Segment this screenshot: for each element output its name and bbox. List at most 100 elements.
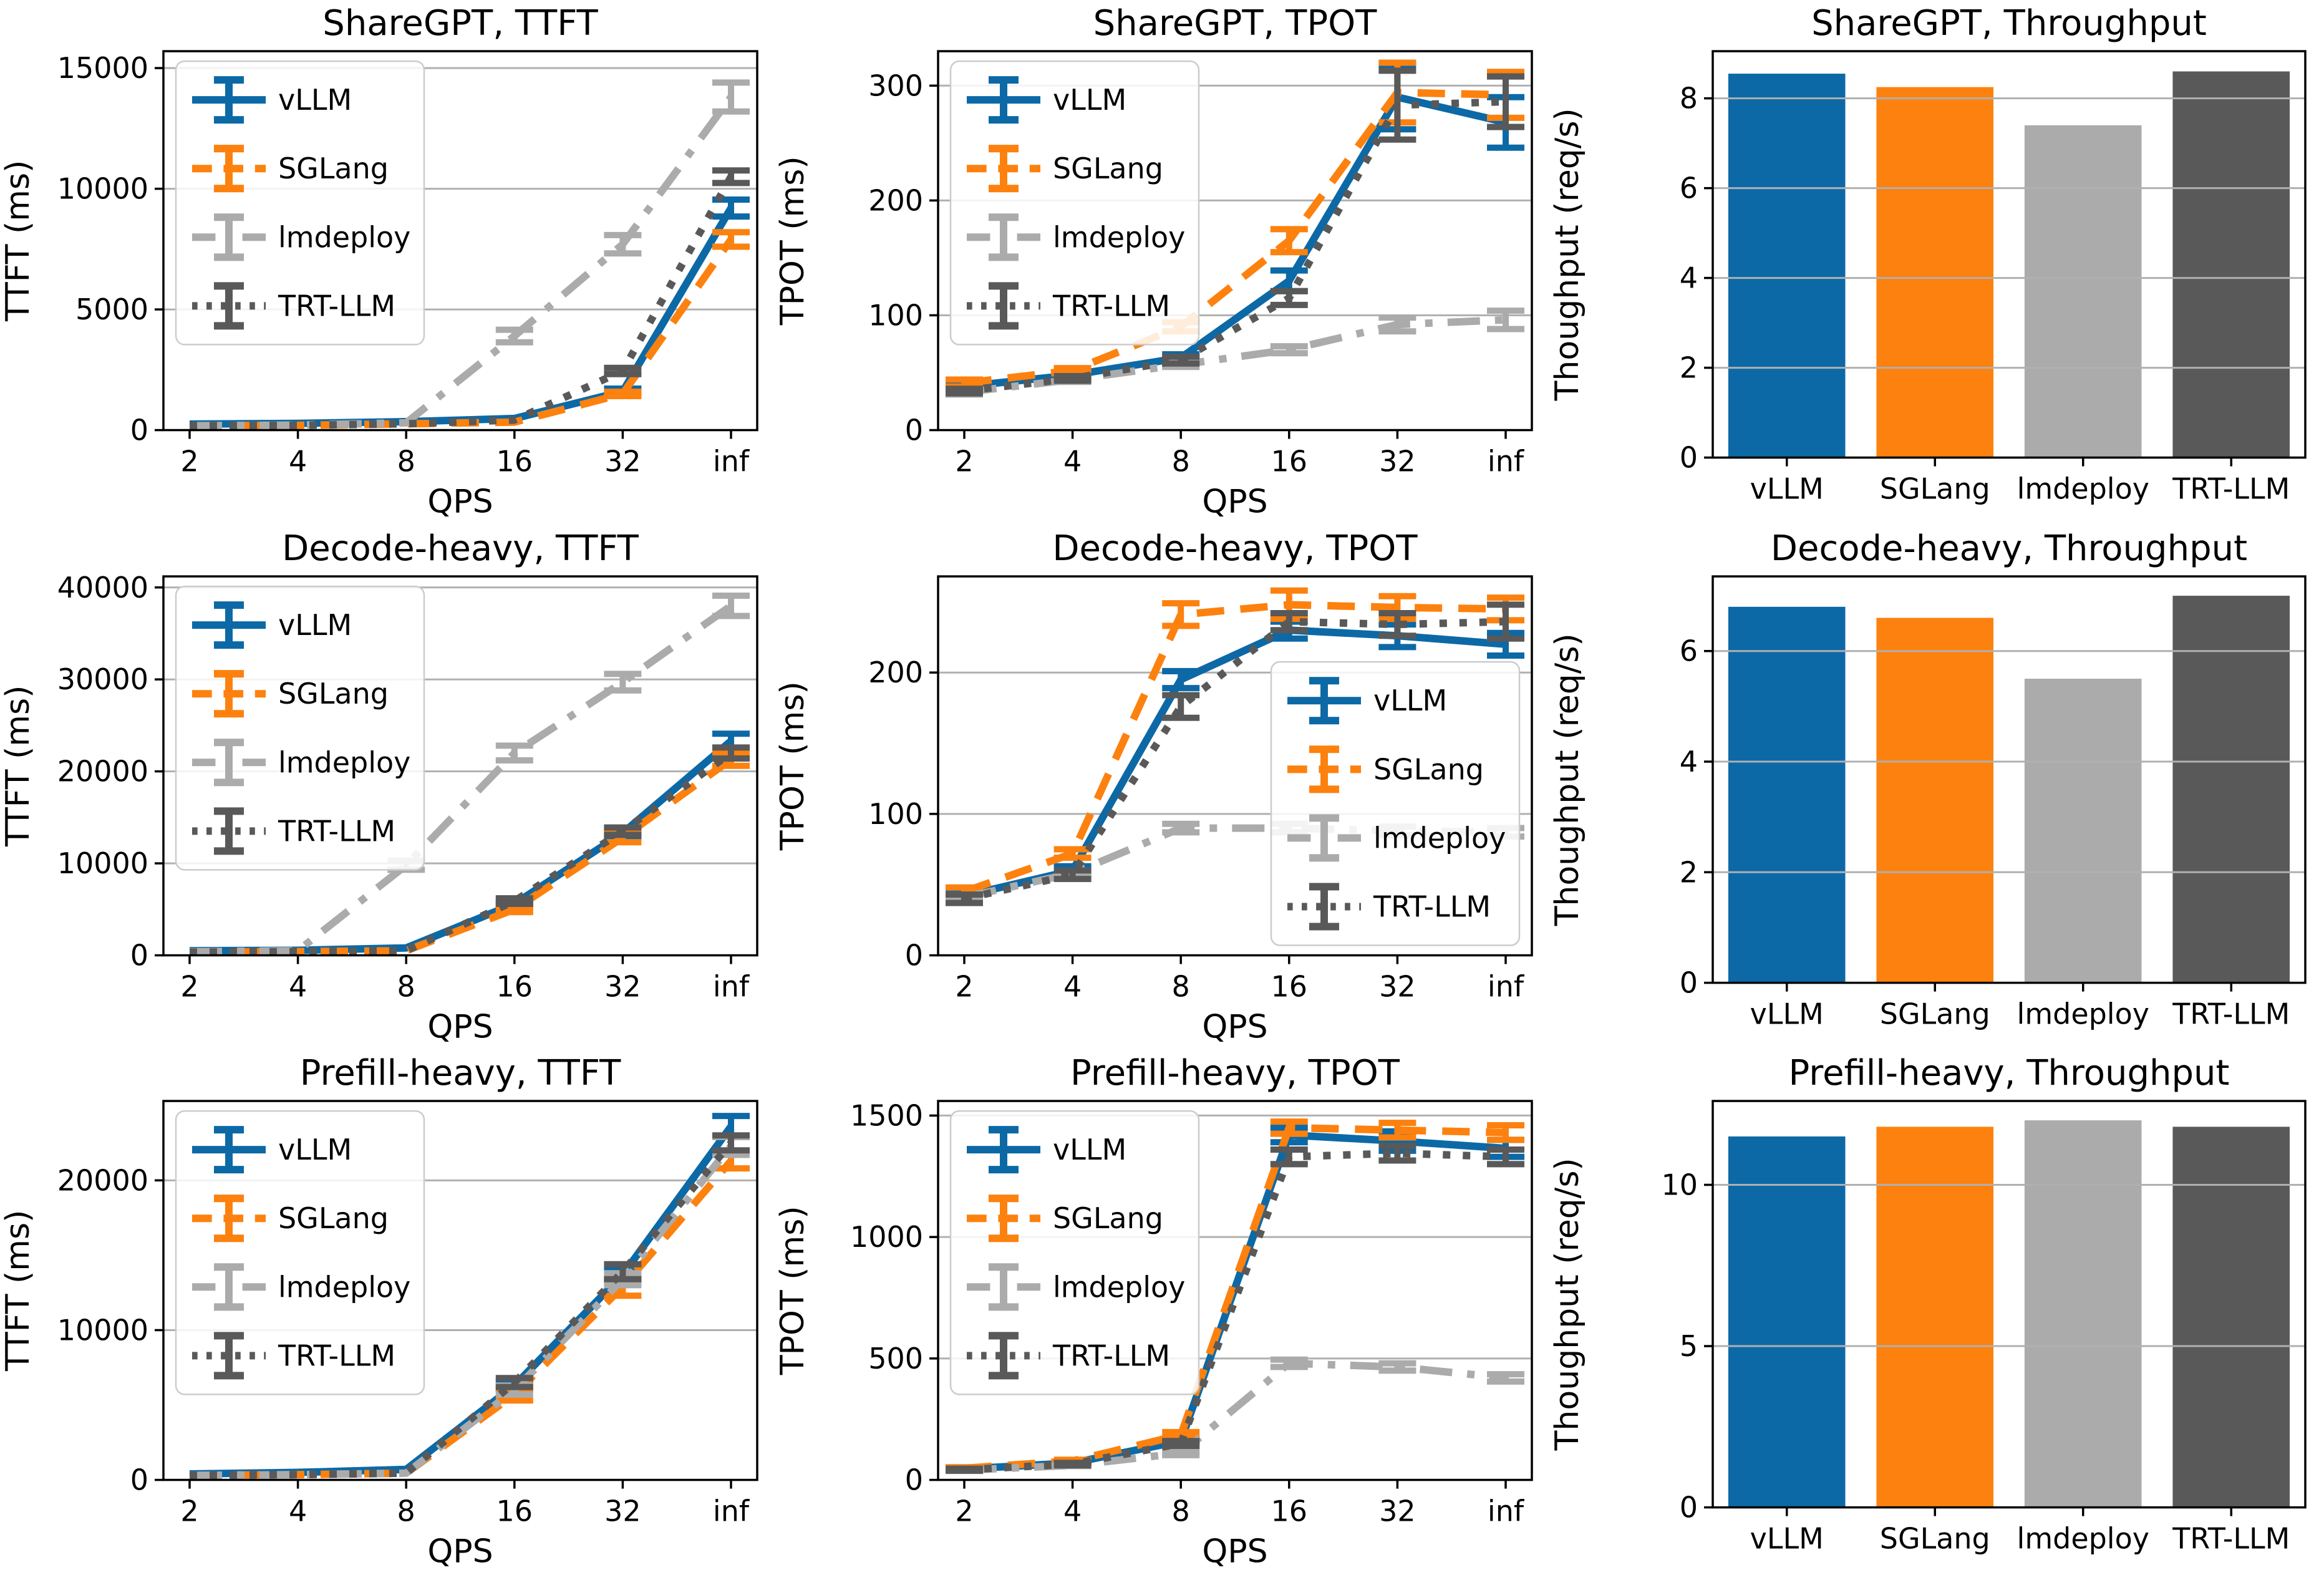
y-tick-label: 2 bbox=[1680, 351, 1698, 385]
chart-title: Decode-heavy, TTFT bbox=[282, 528, 639, 569]
x-tick-label: 16 bbox=[1271, 969, 1308, 1003]
chart-decode-heavy-tpot: 0 100 200 2 4 8 16 32 inf Decode-heavy, TPOT TPOT … bbox=[775, 525, 1549, 1050]
x-tick-label: 4 bbox=[1063, 445, 1082, 478]
legend-label: TRT-LLM bbox=[278, 814, 395, 848]
legend-label: SGLang bbox=[278, 1202, 389, 1236]
x-tick-label: 16 bbox=[496, 445, 533, 478]
y-axis-label: TPOT (ms) bbox=[775, 1206, 811, 1376]
chart-svg-decode-heavy-throughput: 0 2 4 6 vLLM SGLang lmdeploy TRT-LLM Decode-heav… bbox=[1549, 528, 2307, 1030]
x-tick-label: inf bbox=[713, 1495, 750, 1528]
legend: vLLM SGLang lmdeploy TRT-LLM bbox=[175, 585, 425, 871]
line-TRT-LLM bbox=[189, 175, 735, 430]
x-tick-label: SGLang bbox=[1880, 472, 1990, 506]
chart-prefill-heavy-throughput: 0 5 10 vLLM SGLang lmdeploy TRT-LLM Prefill-hea… bbox=[1549, 1050, 2324, 1575]
y-axis-label: TTFT (ms) bbox=[0, 1210, 37, 1372]
chart-svg-sharegpt-throughput: 0 2 4 6 8 vLLM SGLang lmdeploy TRT-LLM ShareGPT, … bbox=[1549, 3, 2307, 506]
series-TRT-LLM bbox=[946, 67, 1524, 397]
y-tick-label: 40000 bbox=[57, 570, 148, 604]
plot-border bbox=[1712, 574, 2307, 984]
y-axis-label: TPOT (ms) bbox=[775, 156, 811, 326]
chart-prefill-heavy-tpot: 0 500 1000 1500 2 4 8 16 32 inf Prefill-heavy, TPO… bbox=[775, 1050, 1549, 1575]
bar-vLLM bbox=[1728, 1136, 1846, 1508]
x-tick-label: 2 bbox=[180, 445, 198, 478]
x-tick-label: inf bbox=[1488, 445, 1525, 478]
x-tick-label: 4 bbox=[289, 969, 307, 1003]
legend: vLLM SGLang lmdeploy TRT-LLM bbox=[1270, 661, 1521, 946]
chart-sharegpt-ttft: 0 5000 10000 15000 2 4 8 16 32 inf ShareGPT, TTFT T… bbox=[0, 0, 775, 525]
x-tick-label: SGLang bbox=[1880, 1522, 1990, 1556]
x-tick-label: 8 bbox=[397, 1495, 415, 1528]
legend-label: lmdeploy bbox=[1373, 821, 1506, 855]
y-tick-label: 10 bbox=[1661, 1168, 1698, 1202]
legend-box bbox=[949, 60, 1200, 346]
line-TRT-LLM bbox=[963, 618, 1506, 903]
x-tick-label: lmdeploy bbox=[2017, 997, 2149, 1030]
y-axis-label: TTFT (ms) bbox=[0, 685, 37, 846]
y-tick-label: 500 bbox=[868, 1342, 923, 1375]
x-tick-label: 32 bbox=[1379, 969, 1416, 1003]
legend-label: TRT-LLM bbox=[278, 1339, 395, 1373]
x-tick-label: 8 bbox=[397, 445, 415, 478]
line-TRT-LLM bbox=[189, 1140, 734, 1480]
y-axis-label: Thoughput (req/s) bbox=[1549, 633, 1586, 926]
legend-label: lmdeploy bbox=[278, 745, 410, 779]
y-tick-label: 20000 bbox=[57, 1164, 148, 1198]
plot-data bbox=[946, 587, 1524, 906]
x-tick-label: 8 bbox=[1172, 1495, 1190, 1528]
x-tick-label: 32 bbox=[604, 445, 641, 478]
legend-label: lmdeploy bbox=[278, 220, 410, 254]
y-tick-label: 6 bbox=[1680, 634, 1698, 667]
y-axis-label: TTFT (ms) bbox=[0, 160, 37, 322]
x-tick-label: SGLang bbox=[1880, 997, 1990, 1030]
series-TRT-LLM bbox=[189, 1132, 750, 1480]
bar-SGLang bbox=[1876, 618, 1993, 983]
x-tick-label: 8 bbox=[1172, 969, 1190, 1003]
chart-title: Prefill-heavy, TTFT bbox=[300, 1053, 621, 1093]
x-tick-label: 4 bbox=[289, 1495, 307, 1528]
legend-box bbox=[175, 1110, 425, 1396]
plot-data bbox=[946, 1118, 1524, 1475]
legend-label: vLLM bbox=[1373, 684, 1447, 717]
grid-over bbox=[1713, 97, 2305, 459]
chart-sharegpt-throughput: 0 2 4 6 8 vLLM SGLang lmdeploy TRT-LLM ShareGPT, … bbox=[1549, 0, 2324, 525]
legend-label: vLLM bbox=[1053, 1133, 1126, 1166]
chart-title: Prefill-heavy, TPOT bbox=[1070, 1053, 1400, 1093]
x-tick-label: 16 bbox=[496, 1495, 533, 1528]
x-tick-label: 4 bbox=[1063, 969, 1082, 1003]
bar-SGLang bbox=[1876, 1127, 1993, 1508]
axes: 0 500 1000 1500 2 4 8 16 32 inf Prefill-heavy, TPO… bbox=[775, 1053, 1533, 1571]
line-lmdeploy bbox=[189, 602, 734, 956]
y-tick-label: 100 bbox=[868, 797, 923, 831]
y-axis-label: Thoughput (req/s) bbox=[1549, 1158, 1586, 1451]
chart-sharegpt-tpot: 0 100 200 300 2 4 8 16 32 inf ShareGPT, TPOT TPOT (… bbox=[775, 0, 1549, 525]
series-TRT-LLM bbox=[189, 744, 750, 956]
chart-prefill-heavy-ttft: 0 10000 20000 2 4 8 16 32 inf Prefill-heavy, TTFT… bbox=[0, 1050, 775, 1575]
x-tick-label: 32 bbox=[604, 1495, 641, 1528]
y-tick-label: 0 bbox=[130, 1463, 148, 1497]
bar-lmdeploy bbox=[2024, 125, 2142, 458]
x-axis-label: QPS bbox=[427, 1008, 493, 1045]
y-tick-label: 2 bbox=[1680, 855, 1698, 889]
chart-title: Prefill-heavy, Throughput bbox=[1789, 1053, 2230, 1093]
bar-vLLM bbox=[1728, 606, 1846, 983]
x-tick-label: 2 bbox=[180, 1495, 198, 1528]
legend-label: TRT-LLM bbox=[1373, 889, 1491, 923]
plot-data bbox=[1728, 1120, 2290, 1508]
chart-svg-prefill-heavy-ttft: 0 10000 20000 2 4 8 16 32 inf Prefill-heavy, TTFT… bbox=[0, 1053, 758, 1571]
y-tick-label: 10000 bbox=[57, 172, 148, 206]
y-tick-label: 0 bbox=[905, 1463, 923, 1497]
chart-svg-sharegpt-tpot: 0 100 200 300 2 4 8 16 32 inf ShareGPT, TPOT TPOT (… bbox=[775, 3, 1533, 521]
chart-title: Decode-heavy, Throughput bbox=[1771, 528, 2247, 569]
bar-vLLM bbox=[1728, 74, 1846, 458]
y-tick-label: 1500 bbox=[850, 1099, 923, 1133]
y-tick-label: 15000 bbox=[57, 51, 148, 85]
chart-title: Decode-heavy, TPOT bbox=[1052, 528, 1418, 569]
x-axis-label: QPS bbox=[427, 1533, 493, 1571]
chart-svg-decode-heavy-ttft: 0 10000 20000 30000 40000 2 4 8 16 32 inf Decode-he… bbox=[0, 528, 758, 1045]
x-axis-label: QPS bbox=[427, 483, 493, 521]
bar-SGLang bbox=[1876, 87, 1993, 458]
series-lmdeploy bbox=[189, 79, 750, 430]
x-tick-label: 2 bbox=[955, 1495, 973, 1528]
x-tick-label: vLLM bbox=[1750, 1522, 1824, 1556]
